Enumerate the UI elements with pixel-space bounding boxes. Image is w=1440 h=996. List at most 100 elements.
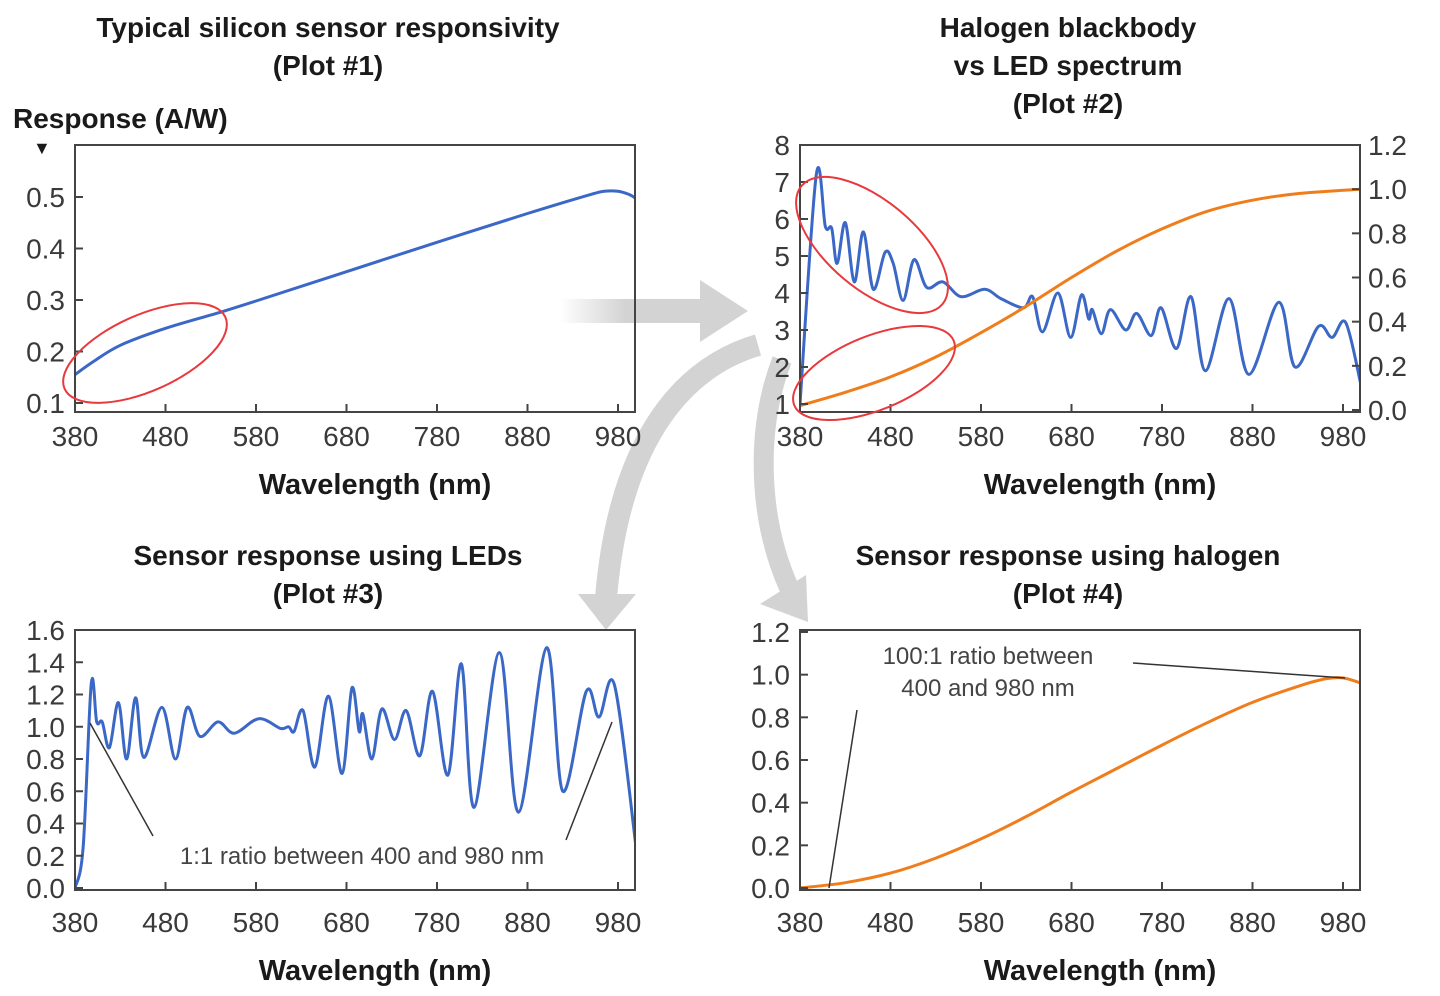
x-tick-label: 380 [777, 421, 824, 452]
x-tick-label: 680 [1048, 907, 1095, 938]
annotation-leader-400 [828, 709, 858, 889]
x-tick-label: 980 [595, 907, 642, 938]
y-tick-label: 0.5 [26, 182, 65, 213]
x-tick-label: 880 [1229, 421, 1276, 452]
x-tick-label: 580 [958, 421, 1005, 452]
chart-title-line: Typical silicon sensor responsivity [96, 12, 560, 43]
highlights [62, 175, 956, 422]
flow-arrows [560, 280, 808, 630]
chart-plot-3: Sensor response using LEDs (Plot #3) 380 48… [26, 540, 641, 987]
x-tick-label: 480 [867, 421, 914, 452]
annotation-text-line2: 400 and 980 nm [901, 675, 1074, 702]
y2-tick-label: 0.0 [1368, 395, 1407, 426]
series-line-led [75, 189, 635, 376]
arrow-curved-to-plot4 [753, 356, 800, 595]
x-tick-label: 980 [1320, 907, 1367, 938]
y-tick-label: 0.8 [26, 744, 65, 775]
chart-title-line: (Plot #4) [1013, 578, 1123, 609]
y2-tick-label: 1.2 [1368, 130, 1407, 161]
x-tick-label: 780 [414, 907, 461, 938]
highlight-ellipse-plot2-halogen [792, 324, 956, 422]
annotation-text: 1:1 ratio between 400 and 980 nm [180, 843, 544, 870]
chart-title-line: Sensor response using LEDs [134, 540, 523, 571]
y-tick-label: 1.2 [26, 680, 65, 711]
y-tick-label: 7 [774, 167, 790, 198]
series-line-halogen [800, 187, 1360, 408]
series-line-halogen [800, 676, 1360, 890]
y-tick-label: 5 [774, 241, 790, 272]
x-tick-label: 580 [958, 907, 1005, 938]
plot-frame [799, 144, 1361, 413]
arrow-curved-to-plot4-head [760, 575, 808, 622]
y2-tick-label: 0.2 [1368, 351, 1407, 382]
arrow-right-head [700, 280, 748, 342]
y-tick-label: 0.0 [26, 873, 65, 904]
chart-title-line: Sensor response using halogen [856, 540, 1281, 571]
y-tick-label: 1.0 [751, 660, 790, 691]
x-tick-label: 380 [777, 907, 824, 938]
x-tick-label: 880 [1229, 907, 1276, 938]
annotation-text-line1: 100:1 ratio between [883, 643, 1094, 670]
y-tick-label: 0.4 [751, 788, 790, 819]
y-tick-label: 1.0 [26, 712, 65, 743]
y-tick-label: 0.4 [26, 809, 65, 840]
x-axis-label: Wavelength (nm) [259, 955, 492, 987]
y-tick-label: 1.4 [26, 647, 65, 678]
y-tick-label: 1.2 [751, 617, 790, 648]
y-tick-label: 1 [774, 389, 790, 420]
x-tick-label: 980 [1320, 421, 1367, 452]
x-tick-label: 780 [1139, 907, 1186, 938]
y-tick-label: 6 [774, 204, 790, 235]
x-axis-label: Wavelength (nm) [984, 955, 1217, 987]
y-tick-label: 0.0 [751, 873, 790, 904]
y-tick-label: 0.8 [751, 702, 790, 733]
y-tick-label: 0.6 [751, 745, 790, 776]
x-tick-label: 680 [323, 907, 370, 938]
y-tick-label: 0.2 [751, 830, 790, 861]
chart-title-line: (Plot #1) [273, 50, 383, 81]
annotation-leader-980 [1132, 662, 1346, 679]
x-axis-label: Wavelength (nm) [259, 469, 492, 501]
highlight-ellipse-plot2-led [795, 175, 949, 315]
x-tick-label: 580 [233, 421, 280, 452]
y-axis-marker-icon: ▼ [33, 138, 51, 158]
annotation-leader-980 [565, 721, 613, 841]
y2-tick-label: 0.8 [1368, 218, 1407, 249]
y-tick-label: 1.6 [26, 615, 65, 646]
chart-title-line: Halogen blackbody [940, 12, 1197, 43]
y-tick-label: 0.2 [26, 841, 65, 872]
y-axis-label: Response (A/W) [13, 103, 228, 134]
x-tick-label: 880 [504, 907, 551, 938]
series-line-led [75, 646, 635, 889]
y-tick-label: 3 [774, 315, 790, 346]
y-tick-label: 0.1 [26, 388, 65, 419]
series-line-led [800, 166, 1360, 405]
y2-tick-label: 1.0 [1368, 174, 1407, 205]
y-tick-label: 8 [774, 130, 790, 161]
y-tick-label: 0.4 [26, 234, 65, 265]
plot-frame [74, 144, 636, 413]
x-tick-label: 680 [323, 421, 370, 452]
x-tick-label: 480 [142, 907, 189, 938]
chart-title-line: vs LED spectrum [954, 50, 1183, 81]
x-tick-label: 580 [233, 907, 280, 938]
x-tick-label: 880 [504, 421, 551, 452]
x-tick-label: 780 [1139, 421, 1186, 452]
chart-plot-1: Typical silicon sensor responsivity (Plot… [13, 12, 641, 501]
x-axis-label: Wavelength (nm) [984, 469, 1217, 501]
y-tick-label: 0.3 [26, 285, 65, 316]
y2-tick-label: 0.4 [1368, 307, 1407, 338]
x-tick-label: 780 [414, 421, 461, 452]
y-tick-label: 0.6 [26, 776, 65, 807]
chart-plot-4: Sensor response using halogen (Plot #4) 38… [751, 540, 1366, 987]
y-tick-label: 2 [774, 352, 790, 383]
arrow-right-shaft [560, 299, 705, 323]
annotation-leader-400 [89, 722, 154, 837]
y-tick-label: 0.2 [26, 337, 65, 368]
y-tick-label: 4 [774, 278, 790, 309]
x-tick-label: 380 [52, 907, 99, 938]
x-tick-label: 380 [52, 421, 99, 452]
x-tick-label: 980 [595, 421, 642, 452]
y2-tick-label: 0.6 [1368, 263, 1407, 294]
